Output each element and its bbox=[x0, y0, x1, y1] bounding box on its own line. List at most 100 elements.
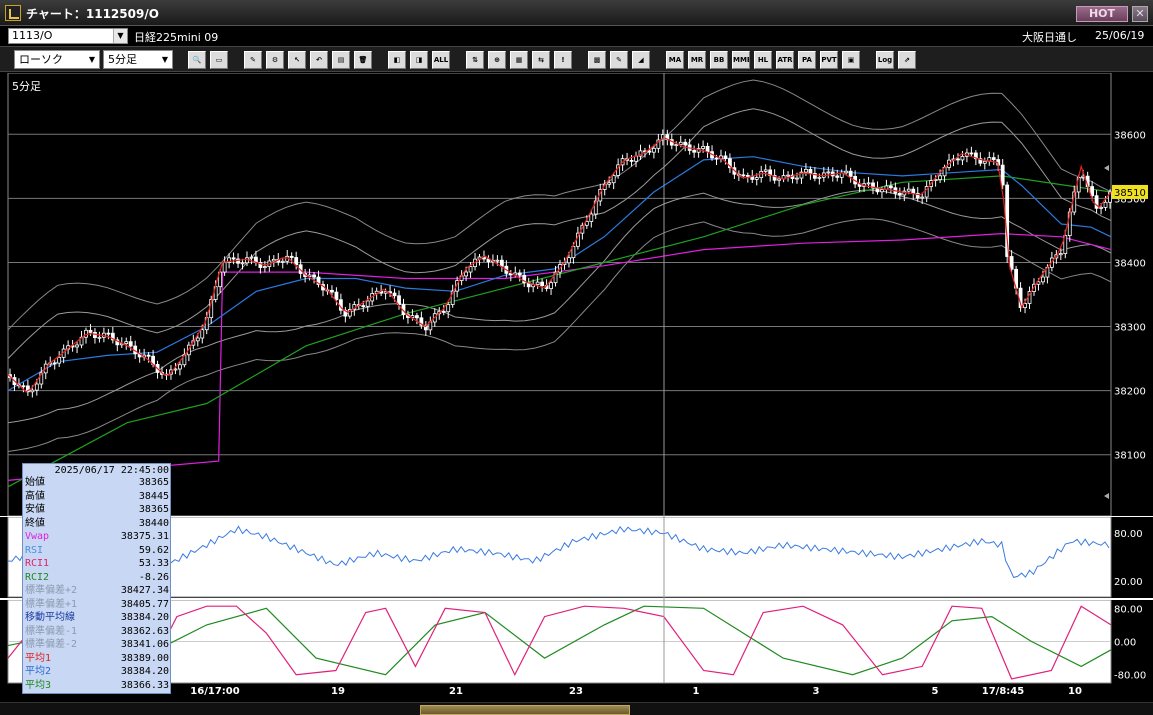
chevron-down-icon[interactable]: ▼ bbox=[88, 55, 96, 64]
candle-body bbox=[701, 145, 705, 149]
candle-body bbox=[106, 332, 111, 335]
candle-body bbox=[897, 192, 902, 196]
candle2-icon[interactable]: ◨ bbox=[410, 51, 428, 69]
candle-body bbox=[553, 271, 558, 284]
chevron-down-icon[interactable]: ▼ bbox=[113, 29, 127, 43]
candle-body bbox=[1108, 191, 1112, 203]
candle-body bbox=[848, 170, 853, 177]
candle-body bbox=[383, 291, 388, 294]
main-price-panel[interactable]: 38600 38500 38400 38300 38200 38100 38510 bbox=[7, 73, 1148, 517]
trade-icon[interactable]: ⇅ bbox=[466, 51, 484, 69]
close-button[interactable]: ✕ bbox=[1132, 6, 1148, 22]
candle-body bbox=[522, 274, 527, 284]
candle-body bbox=[294, 257, 299, 266]
rsi-panel[interactable]: 80.00 20.00 bbox=[7, 516, 1143, 598]
candle-body bbox=[656, 139, 661, 149]
market-session: 大阪日通し bbox=[1022, 31, 1077, 44]
scroll-thumb[interactable] bbox=[420, 705, 630, 715]
candle-body bbox=[93, 332, 97, 338]
export-icon[interactable]: ⇗ bbox=[898, 51, 916, 69]
candle-body bbox=[415, 315, 419, 319]
hot-button[interactable]: HOT bbox=[1076, 6, 1128, 22]
candle-body bbox=[728, 158, 732, 169]
candle-body bbox=[517, 272, 522, 276]
candle-body bbox=[240, 262, 245, 265]
info-row: 平均1 38389.00 bbox=[25, 653, 169, 665]
moving-average-short bbox=[7, 136, 1112, 393]
cursor-icon[interactable]: ↖ bbox=[288, 51, 306, 69]
info-row-label: RSI bbox=[25, 544, 44, 556]
chart-icon[interactable]: ▦ bbox=[510, 51, 528, 69]
chart-type-select[interactable]: ローソク ▼ bbox=[14, 50, 100, 69]
pencil-icon[interactable]: ✎ bbox=[244, 51, 262, 69]
ma-icon[interactable]: MA bbox=[666, 51, 684, 69]
grid-icon[interactable]: ▩ bbox=[588, 51, 606, 69]
candle-body bbox=[464, 271, 468, 277]
atr-icon[interactable]: ATR bbox=[776, 51, 794, 69]
candle-body bbox=[1009, 256, 1014, 270]
all-icon[interactable]: ALL bbox=[432, 51, 450, 69]
info-row-label: 平均3 bbox=[25, 679, 52, 691]
candle-body bbox=[57, 356, 62, 364]
candle-body bbox=[392, 292, 397, 297]
candle-body bbox=[745, 174, 750, 177]
timeframe-select[interactable]: 5分足 ▼ bbox=[103, 50, 173, 69]
info-row-value: 38362.63 bbox=[120, 625, 169, 637]
candle-body bbox=[495, 259, 500, 262]
y-tick-label: 38100 bbox=[1114, 451, 1146, 462]
chevron-down-icon[interactable]: ▼ bbox=[161, 55, 169, 64]
compare-icon[interactable]: ⇆ bbox=[532, 51, 550, 69]
info-row-value: 38427.34 bbox=[120, 585, 169, 596]
candle-icon[interactable]: ◧ bbox=[388, 51, 406, 69]
current-price-badge bbox=[1112, 184, 1148, 199]
tool-icon[interactable]: ⚙ bbox=[266, 51, 284, 69]
app-icon bbox=[5, 5, 21, 21]
wrench-icon[interactable]: ✎ bbox=[610, 51, 628, 69]
info-row-label: 標準偏差+2 bbox=[25, 585, 78, 596]
candle-body bbox=[652, 147, 656, 153]
rci-panel[interactable]: 80.00 0.00 -80.00 bbox=[7, 599, 1146, 684]
candle-body bbox=[446, 304, 451, 313]
log-icon[interactable]: Log bbox=[876, 51, 894, 69]
box-icon[interactable]: ▣ bbox=[842, 51, 860, 69]
info-row-label: 平均2 bbox=[25, 666, 52, 677]
undo-icon[interactable]: ↶ bbox=[310, 51, 328, 69]
horizontal-scrollbar[interactable] bbox=[0, 702, 1153, 715]
palette-icon[interactable]: ◢ bbox=[632, 51, 650, 69]
info-row-label: RCI1 bbox=[25, 558, 50, 569]
hl-icon[interactable]: HL bbox=[754, 51, 772, 69]
info-row-value: 38440 bbox=[138, 517, 169, 529]
candle-body bbox=[969, 152, 974, 155]
bb-icon[interactable]: BB bbox=[710, 51, 728, 69]
info-icon[interactable]: ! bbox=[554, 51, 572, 69]
candle-body bbox=[799, 171, 804, 179]
rci-y-tick: 80.00 bbox=[1114, 604, 1143, 615]
candle-body bbox=[924, 186, 929, 198]
candle-body bbox=[419, 317, 424, 326]
info-row-value: 38384.20 bbox=[120, 666, 169, 677]
candle-body bbox=[589, 213, 594, 222]
info-row: 標準偏差-2 38341.06 bbox=[25, 639, 169, 651]
x-tick-label: 21 bbox=[449, 686, 463, 697]
mr-icon[interactable]: MR bbox=[688, 51, 706, 69]
main-panel-frame bbox=[7, 73, 1112, 517]
pa-icon[interactable]: PA bbox=[798, 51, 816, 69]
pvt-icon[interactable]: PVT bbox=[820, 51, 838, 69]
trash-icon[interactable]: 🗑 bbox=[354, 51, 372, 69]
window-icon[interactable]: ▭ bbox=[210, 51, 228, 69]
symbol-select[interactable]: 1113/O ▼ bbox=[8, 28, 128, 44]
candle-body bbox=[178, 364, 182, 370]
candle-body bbox=[888, 185, 893, 189]
symbol-row: 1113/O ▼ 日経225mini 09 大阪日通し 25/06/19 bbox=[0, 27, 1153, 45]
info-row-label: 移動平均線 bbox=[25, 612, 75, 623]
candle-body bbox=[611, 175, 616, 184]
note-icon[interactable]: ▤ bbox=[332, 51, 350, 69]
search-icon[interactable]: ⊕ bbox=[488, 51, 506, 69]
bollinger-band bbox=[7, 218, 1112, 452]
mme-icon[interactable]: MME bbox=[732, 51, 750, 69]
info-row: 平均3 38366.33 bbox=[25, 680, 169, 692]
candle-body bbox=[316, 276, 321, 285]
info-row-label: 標準偏差+1 bbox=[25, 598, 78, 610]
zoom-icon[interactable]: 🔍 bbox=[188, 51, 206, 69]
